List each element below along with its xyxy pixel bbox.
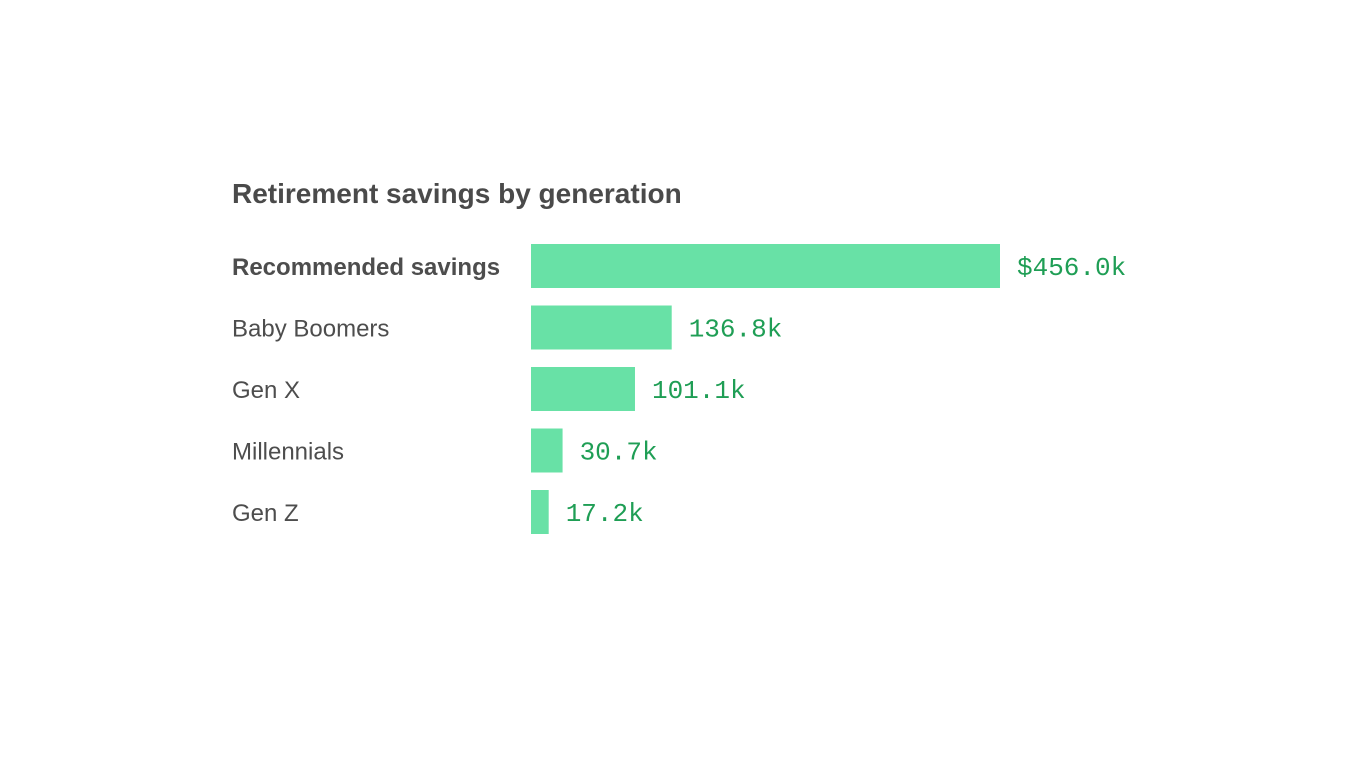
value-label-gen-z: 17.2k <box>566 499 644 529</box>
category-label-millennials: Millennials <box>232 439 344 466</box>
chart-title: Retirement savings by generation <box>232 178 682 209</box>
value-label-gen-x: 101.1k <box>652 376 746 406</box>
category-label-gen-x: Gen X <box>232 377 300 404</box>
bar-recommended-savings <box>531 244 1000 288</box>
category-label-baby-boomers: Baby Boomers <box>232 316 389 343</box>
bar-gen-z <box>531 490 549 534</box>
category-label-recommended-savings: Recommended savings <box>232 254 500 281</box>
value-label-baby-boomers: 136.8k <box>689 315 783 345</box>
category-label-gen-z: Gen Z <box>232 500 299 527</box>
bar-gen-x <box>531 367 635 411</box>
bar-millennials <box>531 428 563 473</box>
bar-baby-boomers <box>531 305 672 350</box>
bars-group: Recommended savings $456.0k Baby Boomers 13… <box>232 244 1126 534</box>
value-label-millennials: 30.7k <box>580 438 658 468</box>
value-label-recommended-savings: $456.0k <box>1017 253 1126 283</box>
